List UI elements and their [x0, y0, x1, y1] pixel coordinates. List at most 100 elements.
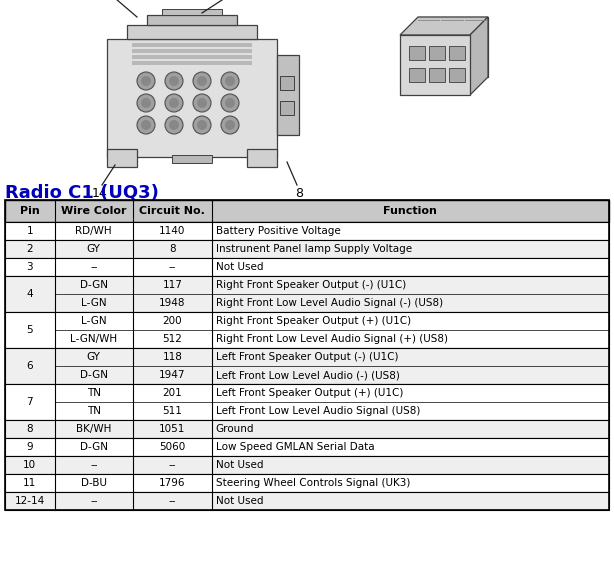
Text: GY: GY — [87, 352, 101, 362]
Bar — [5, 312, 609, 348]
Text: D-GN: D-GN — [80, 280, 108, 290]
Text: 9: 9 — [26, 442, 33, 452]
Bar — [5, 276, 609, 312]
Text: --: -- — [90, 262, 98, 272]
Text: Ground: Ground — [216, 424, 254, 434]
Bar — [247, 149, 277, 167]
Circle shape — [221, 94, 239, 112]
Bar — [132, 49, 252, 53]
Circle shape — [141, 98, 151, 108]
Text: D-GN: D-GN — [80, 442, 108, 452]
Text: 200: 200 — [163, 316, 182, 326]
Circle shape — [169, 76, 179, 86]
Text: 1948: 1948 — [159, 298, 185, 308]
Bar — [400, 35, 470, 95]
Circle shape — [165, 72, 183, 90]
Text: D-GN: D-GN — [80, 370, 108, 380]
Circle shape — [193, 94, 211, 112]
Bar — [5, 200, 609, 510]
Bar — [107, 39, 277, 157]
Text: --: -- — [90, 496, 98, 506]
Bar — [132, 61, 252, 65]
Bar — [5, 258, 609, 276]
Bar — [147, 15, 237, 25]
Text: Not Used: Not Used — [216, 460, 263, 470]
Circle shape — [141, 76, 151, 86]
Text: 1947: 1947 — [159, 370, 185, 380]
Text: 6: 6 — [26, 361, 33, 371]
Text: Right Front Low Level Audio Signal (+) (US8): Right Front Low Level Audio Signal (+) (… — [216, 334, 448, 344]
Circle shape — [225, 76, 235, 86]
Bar — [5, 222, 609, 240]
Circle shape — [225, 98, 235, 108]
Text: --: -- — [169, 460, 176, 470]
Bar — [449, 68, 465, 82]
Text: 201: 201 — [163, 388, 182, 398]
Text: Not Used: Not Used — [216, 262, 263, 272]
Bar — [5, 200, 609, 222]
Text: Left Front Low Level Audio (-) (US8): Left Front Low Level Audio (-) (US8) — [216, 370, 400, 380]
Text: 511: 511 — [162, 406, 182, 416]
Text: --: -- — [169, 262, 176, 272]
Text: Steering Wheel Controls Signal (UK3): Steering Wheel Controls Signal (UK3) — [216, 478, 410, 488]
Text: Left Front Speaker Output (+) (U1C): Left Front Speaker Output (+) (U1C) — [216, 388, 403, 398]
Bar — [5, 384, 609, 420]
Text: 8: 8 — [295, 187, 303, 200]
Bar — [5, 474, 609, 492]
Text: Right Front Speaker Output (+) (U1C): Right Front Speaker Output (+) (U1C) — [216, 316, 411, 326]
Bar — [429, 68, 445, 82]
Bar — [409, 46, 425, 60]
Text: 8: 8 — [169, 244, 176, 254]
Text: 1: 1 — [26, 226, 33, 236]
Text: 118: 118 — [162, 352, 182, 362]
Bar — [172, 155, 212, 163]
Text: Instrunent Panel lamp Supply Voltage: Instrunent Panel lamp Supply Voltage — [216, 244, 412, 254]
Text: 117: 117 — [162, 280, 182, 290]
Text: 10: 10 — [23, 460, 36, 470]
Bar — [107, 149, 137, 167]
Text: Pin: Pin — [20, 206, 40, 216]
Text: 2: 2 — [26, 244, 33, 254]
Text: Right Front Speaker Output (-) (U1C): Right Front Speaker Output (-) (U1C) — [216, 280, 406, 290]
Text: 4: 4 — [26, 289, 33, 299]
Bar — [5, 240, 609, 258]
Circle shape — [141, 120, 151, 130]
Circle shape — [197, 98, 207, 108]
Bar — [5, 456, 609, 474]
Text: 3: 3 — [26, 262, 33, 272]
Polygon shape — [400, 17, 488, 35]
Text: Right Front Low Level Audio Signal (-) (US8): Right Front Low Level Audio Signal (-) (… — [216, 298, 443, 308]
Circle shape — [169, 98, 179, 108]
Circle shape — [197, 120, 207, 130]
Text: Low Speed GMLAN Serial Data: Low Speed GMLAN Serial Data — [216, 442, 374, 452]
Text: L-GN: L-GN — [81, 316, 107, 326]
Bar — [5, 438, 609, 456]
Text: TN: TN — [87, 406, 101, 416]
Circle shape — [165, 94, 183, 112]
Text: --: -- — [169, 496, 176, 506]
Text: 8: 8 — [26, 424, 33, 434]
Bar — [418, 17, 488, 77]
Text: L-GN: L-GN — [81, 298, 107, 308]
Text: D-BU: D-BU — [81, 478, 107, 488]
Bar — [5, 348, 609, 384]
Text: GY: GY — [87, 244, 101, 254]
Text: --: -- — [90, 460, 98, 470]
Bar — [429, 46, 445, 60]
Text: Circuit No.: Circuit No. — [139, 206, 205, 216]
Text: Radio C1 (UQ3): Radio C1 (UQ3) — [5, 183, 159, 201]
Circle shape — [169, 120, 179, 130]
Text: 5060: 5060 — [159, 442, 185, 452]
Text: Battery Positive Voltage: Battery Positive Voltage — [216, 226, 340, 236]
Text: 1140: 1140 — [159, 226, 185, 236]
Text: 1051: 1051 — [159, 424, 185, 434]
Circle shape — [221, 116, 239, 134]
Polygon shape — [470, 17, 488, 95]
Circle shape — [165, 116, 183, 134]
Text: Function: Function — [383, 206, 437, 216]
Text: 14: 14 — [92, 187, 108, 200]
Bar — [449, 46, 465, 60]
Bar — [277, 55, 299, 135]
Circle shape — [193, 72, 211, 90]
Text: RD/WH: RD/WH — [76, 226, 112, 236]
